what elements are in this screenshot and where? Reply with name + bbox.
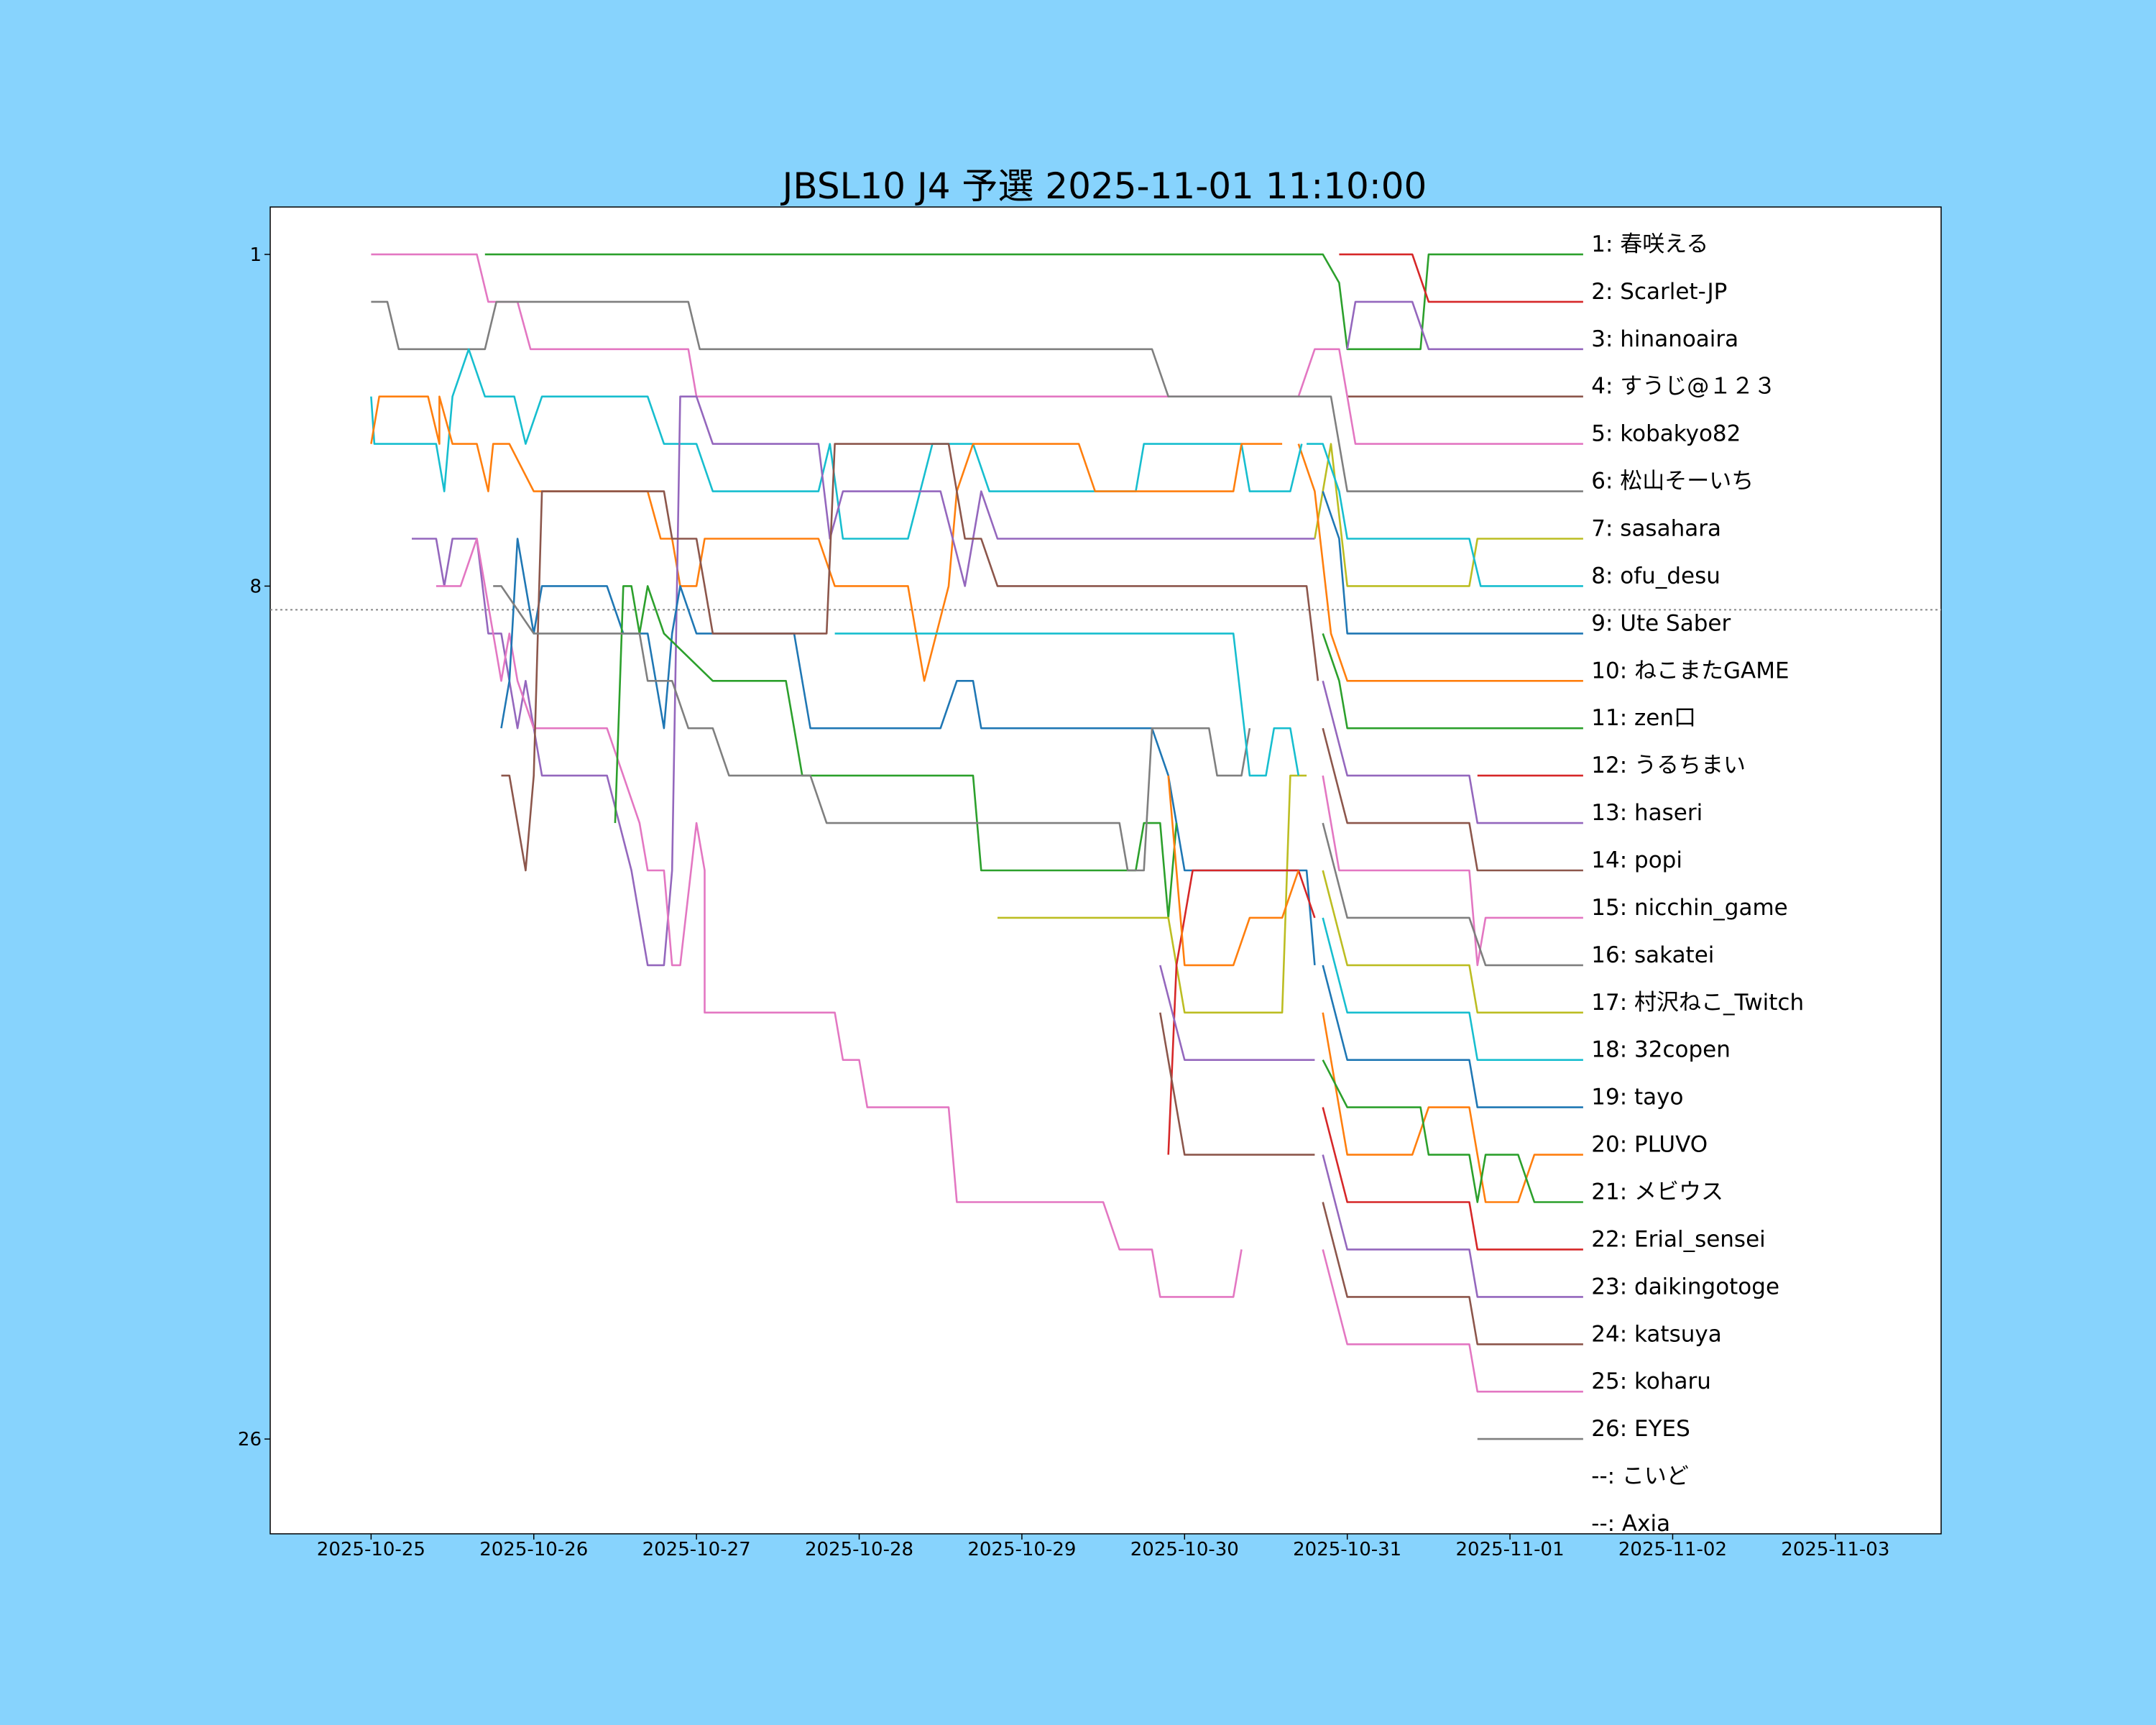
rank-label: --: こいど — [1591, 1463, 1689, 1489]
rank-label: 10: ねこまたGAME — [1591, 658, 1789, 684]
series-line — [1322, 1107, 1583, 1251]
series-line — [1322, 822, 1583, 967]
rank-label: 17: 村沢ねこ_Twitch — [1591, 990, 1804, 1016]
series-line — [1322, 917, 1583, 1061]
series-line — [834, 632, 1300, 777]
rank-label: 22: Erial_sensei — [1591, 1226, 1766, 1252]
series-line — [501, 443, 1319, 872]
series-line — [493, 585, 1251, 872]
series-line — [1322, 1154, 1583, 1298]
series-line — [1322, 632, 1583, 730]
y-tick-label: 1 — [249, 244, 262, 266]
x-tick-label: 2025-10-27 — [642, 1539, 751, 1560]
series-line — [1322, 727, 1583, 872]
series-line — [1159, 965, 1315, 1061]
series-line — [1346, 300, 1583, 351]
rank-label: 12: うるちまい — [1591, 753, 1746, 778]
series-line — [1322, 870, 1583, 1014]
series-line — [370, 348, 1303, 540]
rank-label: 25: koharu — [1591, 1368, 1711, 1394]
rank-label: 2: Scarlet-JP — [1591, 279, 1727, 305]
rank-label: 16: sakatei — [1591, 942, 1714, 968]
x-tick-label: 2025-10-26 — [479, 1539, 588, 1560]
rank-labels: 1: 春咲える 2: Scarlet-JP 3: hinanoaira 4: すうじ@… — [1591, 231, 1804, 1537]
x-tick-label: 2025-10-31 — [1293, 1539, 1401, 1560]
rank-label: 8: ofu_desu — [1591, 563, 1720, 589]
rank-label: 19: tayo — [1591, 1085, 1683, 1110]
series-line — [1339, 253, 1583, 303]
chart-title: JBSL10 J4 予選 2025-11-01 11:10:00 — [780, 165, 1427, 207]
series-line — [1159, 1012, 1315, 1156]
rank-label: 9: Ute Saber — [1591, 610, 1731, 636]
series-line — [998, 774, 1307, 1014]
x-tick-label: 2025-11-01 — [1456, 1539, 1565, 1560]
rank-label: 13: haseri — [1591, 800, 1703, 826]
rank-label: 15: nicchin_game — [1591, 895, 1787, 921]
rank-label: 3: hinanoaira — [1591, 326, 1738, 352]
series-line — [1322, 775, 1583, 967]
series-line — [1307, 443, 1583, 587]
x-tick-label: 2025-10-25 — [317, 1539, 425, 1560]
x-tick-label: 2025-10-30 — [1130, 1539, 1239, 1560]
series-line — [1322, 491, 1583, 635]
series-line — [614, 585, 1178, 919]
y-tick-label: 8 — [249, 576, 262, 597]
series-line — [1322, 1059, 1583, 1203]
series-line — [371, 300, 1583, 492]
series-line — [371, 253, 1583, 445]
rank-label: --: Axia — [1591, 1511, 1670, 1537]
rank-label: 11: zen口 — [1591, 705, 1696, 731]
series-lines — [370, 253, 1583, 1440]
x-tick-label: 2025-10-29 — [967, 1539, 1076, 1560]
rank-label: 6: 松山そーいち — [1591, 469, 1754, 494]
y-tick-label: 26 — [238, 1429, 262, 1450]
rank-label: 20: PLUVO — [1591, 1132, 1708, 1158]
rank-label: 21: メビウス — [1591, 1179, 1723, 1205]
x-tick-label: 2025-11-02 — [1618, 1539, 1727, 1560]
x-tick-label: 2025-10-28 — [805, 1539, 913, 1560]
rank-label: 5: kobakyo82 — [1591, 421, 1741, 447]
rank-label: 14: popi — [1591, 847, 1682, 873]
x-axis: 2025-10-25 2025-10-26 2025-10-27 2025-10-28… — [317, 1534, 1889, 1560]
rank-label: 24: katsuya — [1591, 1321, 1721, 1347]
series-line — [1322, 1202, 1583, 1346]
series-line — [412, 395, 1315, 967]
series-line — [1167, 869, 1316, 1155]
series-line — [1322, 965, 1583, 1108]
rank-label: 26: EYES — [1591, 1416, 1690, 1442]
series-line — [1297, 443, 1583, 682]
x-tick-label: 2025-11-03 — [1781, 1539, 1889, 1560]
rank-label: 7: sasahara — [1591, 516, 1721, 542]
rank-label: 1: 春咲える — [1591, 231, 1708, 257]
rank-label: 4: すうじ@１２３ — [1591, 374, 1776, 400]
rank-label: 23: daikingotoge — [1591, 1274, 1779, 1300]
series-line — [1322, 1249, 1583, 1393]
series-line — [1167, 775, 1300, 967]
rank-label: 18: 32copen — [1591, 1037, 1731, 1063]
series-line — [1322, 680, 1583, 824]
series-line — [436, 538, 1243, 1298]
